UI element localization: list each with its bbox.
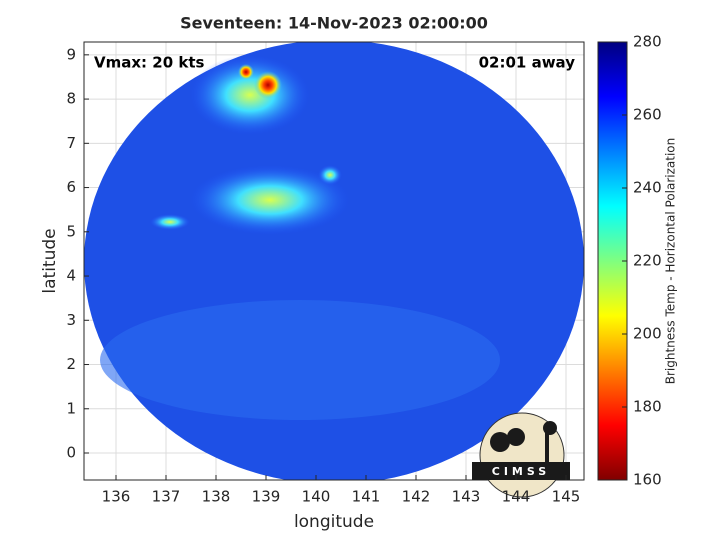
colorbar-tick-label: 220: [633, 252, 662, 270]
y-tick-label: 3: [66, 311, 76, 329]
y-tick-label: 5: [66, 222, 76, 240]
annotation: Vmax: 20 kts: [94, 54, 204, 72]
colorbar-tick-label: 200: [633, 325, 662, 343]
colorbar-tick-label: 180: [633, 398, 662, 416]
colorbar-tick-label: 160: [633, 471, 662, 489]
chart-title: Seventeen: 14-Nov-2023 02:00:00: [180, 14, 488, 33]
x-tick-label: 137: [152, 488, 181, 506]
x-tick-label: 139: [252, 488, 281, 506]
colorbar-tick-label: 260: [633, 106, 662, 124]
x-tick-label: 141: [352, 488, 381, 506]
plot-frame: [83, 41, 585, 481]
y-tick-label: 1: [66, 399, 76, 417]
colorbar-tick-label: 280: [633, 33, 662, 51]
y-tick-label: 4: [66, 267, 76, 285]
logo-text: CIMSS: [492, 465, 550, 478]
y-tick-label: 9: [66, 45, 76, 63]
y-tick-label: 7: [66, 134, 76, 152]
annotation: 02:01 away: [479, 54, 576, 72]
x-tick-label: 145: [552, 488, 581, 506]
colorbar-label: Brightness Temp - Horizontal Polarizatio…: [664, 138, 678, 385]
x-tick-label: 142: [402, 488, 431, 506]
y-tick-label: 2: [66, 355, 76, 373]
y-axis-label: latitude: [40, 228, 60, 293]
satellite-image: [84, 42, 584, 480]
colorbar-tick-label: 240: [633, 179, 662, 197]
x-tick-label: 140: [302, 488, 331, 506]
x-tick-label: 136: [102, 488, 131, 506]
x-tick-label: 138: [202, 488, 231, 506]
x-axis-label: longitude: [294, 512, 374, 532]
y-tick-label: 6: [66, 178, 76, 196]
y-tick-label: 8: [66, 90, 76, 108]
x-tick-label: 144: [502, 488, 531, 506]
y-tick-label: 0: [66, 444, 76, 462]
cimss-logo: CIMSS: [472, 412, 570, 498]
x-tick-label: 143: [452, 488, 481, 506]
